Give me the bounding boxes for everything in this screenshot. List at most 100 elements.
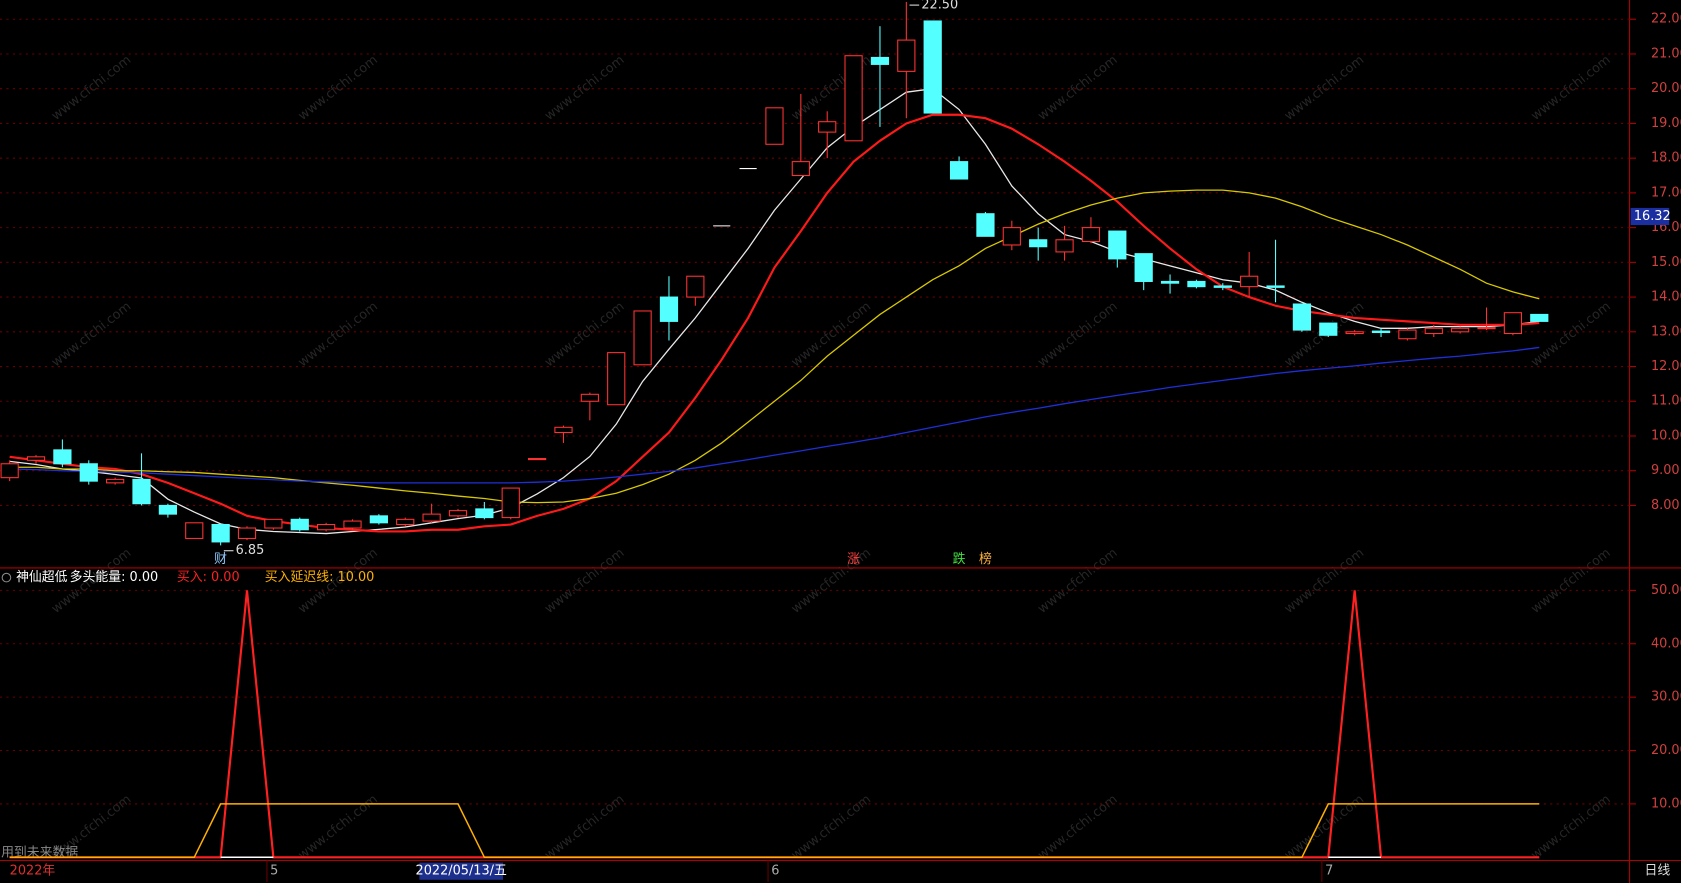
indicator-title: 神仙超低	[16, 570, 68, 585]
candle-body	[1134, 253, 1153, 282]
last-price-label: 16.32	[1634, 209, 1671, 224]
candle-body	[527, 458, 547, 461]
candle-body	[158, 504, 177, 515]
y-tick-label: 18.00	[1651, 151, 1681, 166]
candle-body	[554, 426, 573, 434]
candle-body	[1424, 327, 1443, 335]
candle-body	[317, 524, 336, 531]
y-tick-label: 15.00	[1651, 255, 1681, 270]
y-tick-label: 20.00	[1651, 81, 1681, 96]
candle-body	[818, 121, 837, 133]
annotation-label: 6.85	[236, 543, 265, 558]
candle-body	[211, 524, 230, 543]
ma-line	[9, 189, 1540, 504]
candle-body	[607, 352, 626, 406]
candle-body	[264, 518, 283, 529]
y-tick-label: 11.00	[1651, 394, 1681, 409]
y-tick-label: 17.00	[1651, 185, 1681, 200]
candle-body	[1319, 322, 1338, 336]
candle-body	[923, 20, 942, 114]
legend-entry: 多头能量: 0.00	[70, 570, 159, 585]
collapse-icon	[1, 572, 12, 583]
x-tick-label: 6	[771, 864, 779, 879]
legend-entry: 买入: 0.00	[177, 570, 240, 585]
candle-body	[1240, 275, 1259, 288]
candle-body	[949, 161, 969, 180]
candle-body	[659, 296, 679, 322]
y-tick-label: 10.00	[1651, 428, 1681, 443]
x-tick-label: 2022年	[10, 864, 56, 879]
legend-entry: 买入延迟线: 10.00	[265, 570, 375, 585]
candle-body	[1451, 327, 1470, 333]
candle-body	[1292, 303, 1312, 331]
candle-body	[1029, 239, 1048, 248]
y-tick-label: 12.00	[1651, 359, 1681, 374]
candle-body	[1187, 280, 1206, 288]
event-marker: 涨	[847, 552, 860, 567]
candle-body	[765, 107, 784, 145]
candle-body	[448, 510, 468, 517]
ma-line	[9, 346, 1540, 484]
candle-body	[1345, 331, 1364, 335]
candle-body	[1108, 230, 1127, 260]
y-tick-label: 50.00	[1651, 583, 1681, 598]
candle-body	[53, 449, 72, 465]
candle-body	[791, 161, 810, 177]
candle-body	[1213, 285, 1232, 288]
candle-body	[1530, 313, 1549, 322]
candle-body	[79, 463, 98, 482]
candle-body	[132, 478, 151, 505]
y-tick-label: 13.00	[1651, 324, 1681, 339]
period-label: 日线	[1645, 864, 1671, 879]
candle-body	[1002, 227, 1021, 246]
event-marker: 跌	[953, 551, 966, 567]
y-tick-label: 40.00	[1651, 636, 1681, 651]
candle-body	[501, 487, 520, 519]
y-tick-label: 10.00	[1651, 796, 1681, 811]
annotation-label: 22.50	[921, 0, 958, 13]
candle-body	[686, 275, 705, 298]
y-tick-label: 20.00	[1651, 743, 1681, 758]
y-tick-label: 14.00	[1651, 290, 1681, 305]
candle-body	[1160, 280, 1180, 284]
event-marker: 榜	[979, 551, 992, 567]
candle-body	[1266, 285, 1285, 288]
x-tick-label: 5	[270, 864, 278, 879]
candle-body	[976, 213, 995, 237]
indicator-line	[9, 803, 1540, 859]
x-tick-label: 7	[1325, 864, 1333, 879]
candle-body	[185, 522, 204, 539]
candle-body	[1398, 329, 1417, 340]
y-tick-label: 8.00	[1651, 498, 1680, 513]
candle-body	[290, 518, 309, 531]
candle-body	[1055, 239, 1074, 253]
y-tick-label: 19.00	[1651, 116, 1681, 131]
event-marker: 财	[214, 552, 227, 567]
cursor-date-box	[419, 862, 504, 880]
candle-body	[897, 39, 916, 72]
y-tick-label: 9.00	[1651, 463, 1680, 478]
candle-body	[106, 478, 125, 484]
candle-body	[1503, 312, 1523, 335]
candle-body	[870, 56, 890, 65]
candle-body	[580, 393, 599, 402]
candle-body	[422, 513, 441, 522]
candle-body	[475, 508, 494, 519]
y-tick-label: 21.00	[1651, 46, 1681, 61]
last-price-box	[1630, 207, 1670, 226]
y-tick-label: 22.00	[1651, 12, 1681, 27]
candle-body	[237, 527, 257, 539]
candle-body	[0, 463, 19, 479]
candle-body	[844, 55, 863, 142]
candle-body	[633, 310, 652, 366]
candle-body	[396, 518, 415, 526]
candle-body	[1081, 227, 1101, 243]
candle-body	[1371, 330, 1391, 334]
candle-body	[1477, 327, 1496, 330]
candle-body	[343, 520, 362, 529]
candle-body	[26, 456, 46, 461]
y-tick-label: 30.00	[1651, 690, 1681, 705]
